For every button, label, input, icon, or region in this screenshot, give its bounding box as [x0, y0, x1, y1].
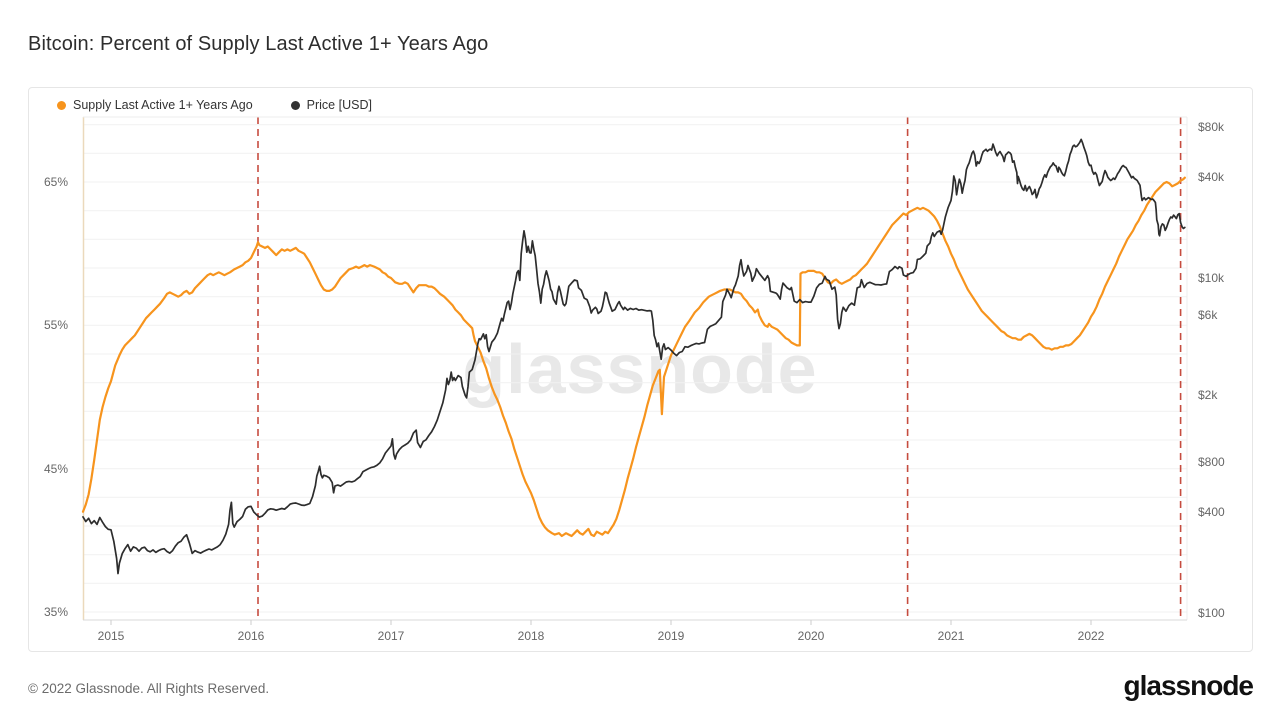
axis-tick-label: 2020 — [797, 629, 825, 643]
chart-plot-area[interactable] — [83, 117, 1187, 620]
axis-tick-label: $2k — [1198, 388, 1218, 403]
footer-copyright: © 2022 Glassnode. All Rights Reserved. — [28, 681, 270, 696]
axis-tick-label: $800 — [1198, 454, 1225, 469]
legend-item-supply[interactable]: Supply Last Active 1+ Years Ago — [57, 98, 253, 112]
axis-tick-label: $40k — [1198, 170, 1225, 185]
axis-tick-label: 2016 — [237, 629, 265, 643]
axis-tick-label: 2017 — [377, 629, 405, 643]
axis-tick-label: 2018 — [517, 629, 545, 643]
price-series-dot-icon — [290, 100, 300, 110]
legend-label-price: Price [USD] — [306, 98, 372, 112]
axis-tick-label: 2021 — [937, 629, 965, 643]
axis-tick-label: $10k — [1198, 271, 1225, 286]
supply-series-dot-icon — [57, 100, 66, 110]
axis-tick-label: $400 — [1198, 505, 1225, 520]
glassnode-logo: glassnode — [1123, 670, 1254, 701]
axis-tick-label: 2022 — [1077, 629, 1105, 643]
legend-item-price[interactable]: Price [USD] — [290, 98, 372, 112]
legend-label-supply: Supply Last Active 1+ Years Ago — [73, 98, 253, 112]
axis-tick-label: $80k — [1198, 120, 1225, 134]
page-title: Bitcoin: Percent of Supply Last Active 1… — [28, 33, 489, 55]
chart-legend: Supply Last Active 1+ Years Ago Price [U… — [57, 97, 372, 113]
axis-tick-label: 55% — [43, 318, 68, 333]
axis-tick-label: 2019 — [657, 629, 685, 643]
axis-tick-label: 45% — [43, 461, 68, 476]
axis-tick-label: 2015 — [97, 629, 125, 643]
axis-tick-label: $6k — [1198, 308, 1218, 323]
axis-tick-label: 35% — [43, 604, 68, 619]
axis-tick-label: $100 — [1198, 605, 1225, 620]
axis-tick-label: 65% — [43, 175, 68, 189]
